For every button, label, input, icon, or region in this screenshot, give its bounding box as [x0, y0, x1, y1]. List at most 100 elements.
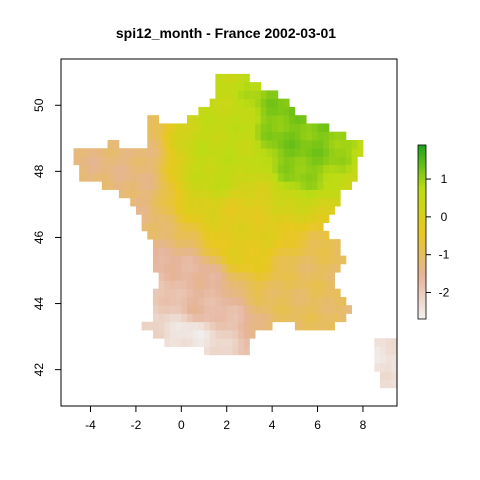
heatmap-cell [215, 131, 222, 141]
heatmap-cell [226, 90, 233, 100]
heatmap-cell [249, 247, 256, 257]
heatmap-cell [340, 131, 347, 141]
heatmap-cell [141, 173, 148, 182]
heatmap-cell [192, 272, 199, 281]
heatmap-cell [328, 263, 335, 273]
heatmap-cell [96, 164, 103, 174]
heatmap-cell [135, 156, 142, 166]
heatmap-cell [340, 296, 347, 306]
heatmap-cell [147, 230, 154, 240]
heatmap-cell [181, 164, 188, 174]
heatmap-cell [328, 288, 335, 298]
heatmap-cell [232, 346, 239, 356]
heatmap-cell [289, 305, 296, 314]
heatmap-cell [147, 222, 154, 232]
heatmap-cell [300, 115, 307, 124]
heatmap-cell [158, 173, 165, 182]
heatmap-cell [238, 173, 245, 182]
heatmap-cell [328, 197, 335, 207]
heatmap-cell [204, 239, 211, 248]
heatmap-cell [215, 90, 222, 100]
heatmap-cell [101, 164, 108, 174]
heatmap-cell [221, 346, 228, 356]
heatmap-cell [226, 222, 233, 232]
heatmap-cell [147, 321, 154, 331]
heatmap-cell [294, 321, 301, 331]
heatmap-cell [391, 363, 398, 372]
heatmap-cell [277, 156, 284, 166]
heatmap-cell [317, 288, 324, 298]
heatmap-cell [311, 247, 318, 257]
heatmap-cell [187, 313, 194, 323]
heatmap-cell [334, 164, 341, 174]
heatmap-cell [187, 280, 194, 290]
heatmap-cell [175, 230, 182, 240]
heatmap-cell [249, 329, 256, 339]
heatmap-cell [164, 148, 171, 157]
heatmap-cell [238, 239, 245, 248]
heatmap-cell [272, 313, 279, 323]
heatmap-cell [283, 239, 290, 248]
heatmap-cell [277, 131, 284, 141]
heatmap-cell [317, 164, 324, 174]
heatmap-cell [152, 123, 160, 133]
heatmap-cell [249, 82, 256, 91]
heatmap-cell [311, 148, 318, 157]
heatmap-cell [187, 222, 194, 232]
heatmap-cell [158, 313, 165, 323]
heatmap-cell [300, 181, 307, 190]
heatmap-cell [226, 181, 233, 190]
heatmap-cell [204, 255, 211, 265]
heatmap-cell [158, 321, 165, 331]
heatmap-cell [334, 263, 341, 273]
heatmap-cell [221, 181, 228, 190]
heatmap-cell [107, 156, 114, 166]
heatmap-cell [328, 148, 335, 157]
heatmap-cell [118, 148, 125, 157]
heatmap-cell [169, 313, 177, 323]
heatmap-cell [255, 90, 262, 100]
colorbar-segment [418, 226, 426, 230]
heatmap-cell [311, 305, 318, 314]
heatmap-cell [169, 280, 177, 290]
heatmap-cell [158, 214, 165, 223]
heatmap-cell [294, 156, 301, 166]
heatmap-cell [226, 321, 233, 331]
heatmap-cell [283, 106, 290, 116]
heatmap-cell [340, 305, 347, 314]
heatmap-cell [260, 263, 267, 273]
heatmap-cell [294, 139, 301, 149]
heatmap-cell [226, 206, 233, 215]
heatmap-cell [215, 296, 222, 306]
heatmap-cell [215, 206, 222, 215]
heatmap-cell [289, 164, 296, 174]
heatmap-cell [243, 255, 250, 265]
heatmap-cell [300, 296, 307, 306]
heatmap-cell [198, 288, 205, 298]
heatmap-cell [209, 148, 216, 157]
heatmap-cell [113, 139, 120, 149]
heatmap-cell [221, 156, 228, 166]
heatmap-cell [169, 181, 177, 190]
heatmap-cell [249, 123, 256, 133]
heatmap-cell [243, 139, 250, 149]
heatmap-cell [260, 313, 267, 323]
heatmap-cell [124, 148, 131, 157]
heatmap-cell [357, 148, 364, 157]
heatmap-cell [175, 321, 182, 331]
heatmap-cell [306, 123, 313, 133]
heatmap-cell [198, 263, 205, 273]
heatmap-cell [152, 156, 160, 166]
heatmap-cell [226, 214, 233, 223]
heatmap-cell [209, 263, 216, 273]
heatmap-cell [311, 189, 318, 199]
heatmap-cell [243, 106, 250, 116]
heatmap-cell [175, 247, 182, 257]
heatmap-cell [215, 305, 222, 314]
heatmap-cell [204, 222, 211, 232]
heatmap-cell [334, 305, 341, 314]
heatmap-cell [249, 156, 256, 166]
heatmap-cell [334, 131, 341, 141]
heatmap-cell [238, 305, 245, 314]
heatmap-cell [317, 206, 324, 215]
